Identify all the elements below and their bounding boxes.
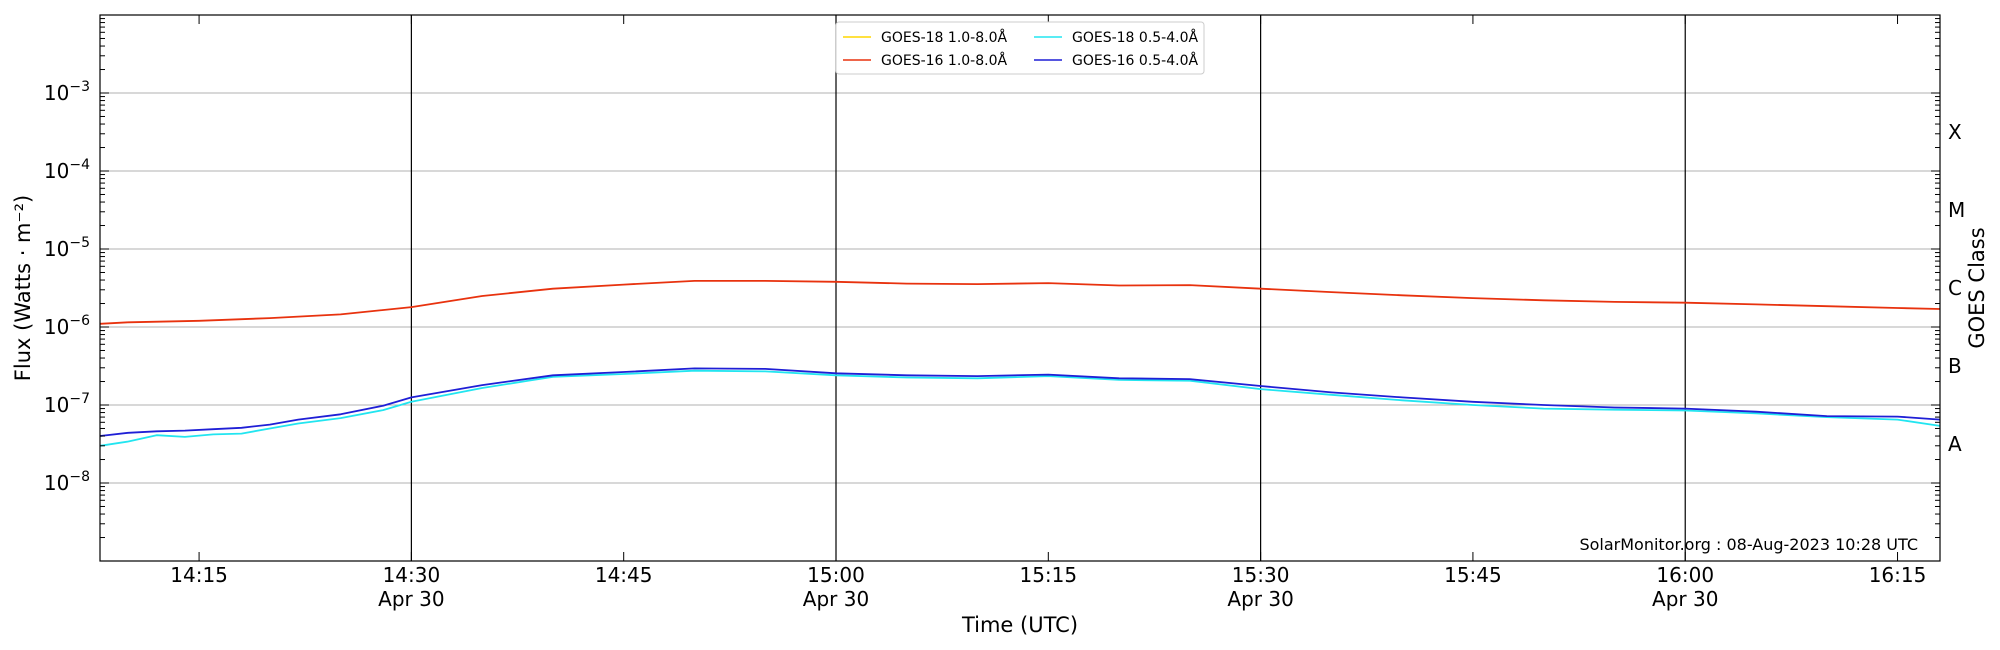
series-line [99,367,1941,437]
goes-class-label: B [1948,354,1962,378]
goes-class-label: C [1948,276,1962,300]
y-tick-label: 10−5 [44,235,90,261]
y-tick-label: 10−4 [44,157,90,183]
series-lines [99,279,1941,447]
plot-background [100,15,1940,561]
goes-class-label: X [1948,120,1962,144]
series-line [99,279,1941,325]
x-tick-label: 14:30 [383,563,441,587]
y2-axis-title: GOES Class [1965,227,1989,348]
x-tick-label: 14:45 [595,563,653,587]
y-tick-label: 10−8 [44,469,90,495]
plot-frame [99,14,1941,562]
legend-label: GOES-18 1.0-8.0Å [881,29,1007,46]
x-tick-label: 16:00 [1656,563,1714,587]
x-tick-sublabel: Apr 30 [803,587,869,611]
goes-class-label: M [1948,198,1965,222]
x-tick-label: 14:15 [170,563,228,587]
x-tick-label: 15:00 [807,563,865,587]
x-tick-label: 15:45 [1444,563,1502,587]
credit-text: SolarMonitor.org : 08-Aug-2023 10:28 UTC [1579,535,1918,554]
x-axis-title: Time (UTC) [961,613,1078,637]
x-tick-sublabel: Apr 30 [378,587,444,611]
legend-box [835,21,1205,75]
series-line [99,369,1941,447]
y-axis-title: Flux (Watts · m⁻²) [11,195,35,381]
y-tick-label: 10−6 [44,313,90,339]
x-tick-sublabel: Apr 30 [1652,587,1718,611]
grid-lines [100,92,1940,484]
x-tick-sublabel: Apr 30 [1227,587,1293,611]
goes-class-label: A [1948,432,1962,456]
x-tick-label: 15:30 [1232,563,1290,587]
legend-label: GOES-16 1.0-8.0Å [881,52,1007,69]
y-tick-label: 10−7 [44,391,90,417]
x-tick-label: 16:15 [1869,563,1927,587]
legend: GOES-18 1.0-8.0Å GOES-16 1.0-8.0Å GOES-1… [835,21,1205,75]
y-tick-label: 10−3 [44,79,90,105]
legend-label: GOES-16 0.5-4.0Å [1072,52,1198,69]
axis-ticks [100,15,1940,562]
legend-label: GOES-18 0.5-4.0Å [1072,29,1198,46]
x-tick-label: 15:15 [1019,563,1077,587]
